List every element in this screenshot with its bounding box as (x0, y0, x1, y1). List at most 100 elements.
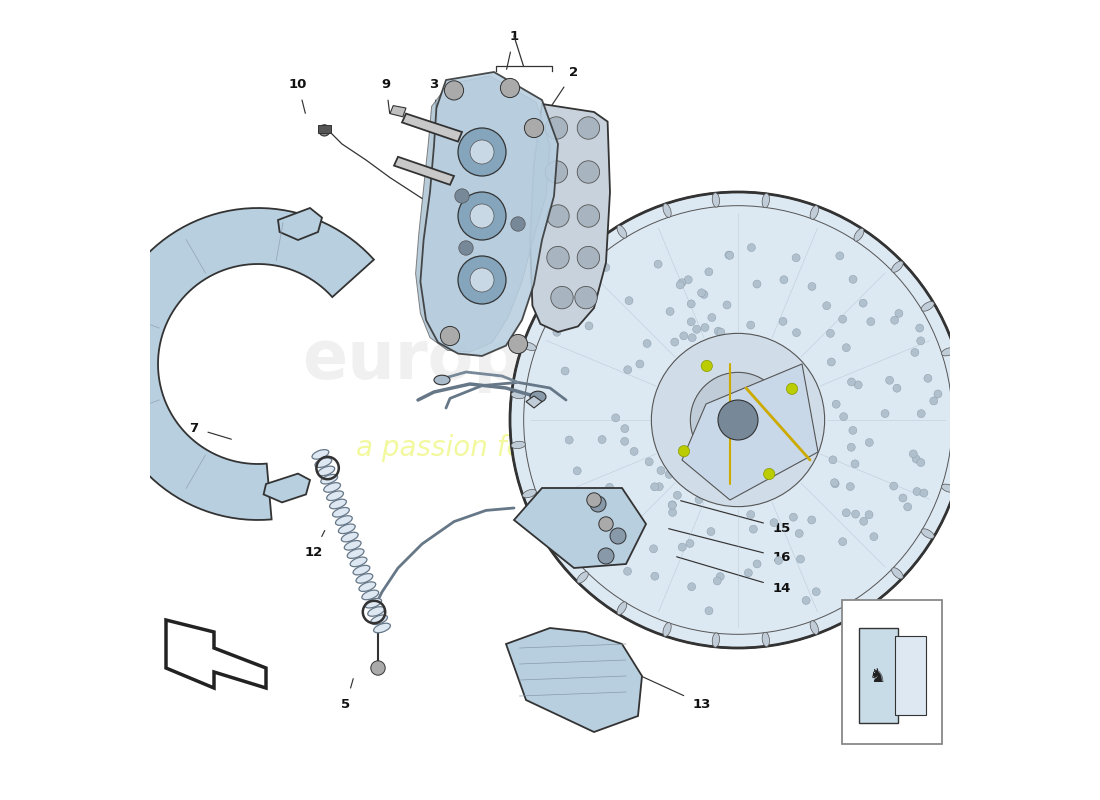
Circle shape (630, 447, 638, 455)
Ellipse shape (371, 615, 387, 625)
Ellipse shape (922, 529, 934, 538)
Text: 9: 9 (382, 78, 390, 114)
Circle shape (470, 140, 494, 164)
Text: 3: 3 (429, 78, 439, 122)
Circle shape (890, 482, 898, 490)
Ellipse shape (315, 458, 332, 467)
Ellipse shape (344, 541, 361, 550)
Ellipse shape (353, 566, 370, 575)
Polygon shape (102, 208, 374, 520)
Circle shape (458, 192, 506, 240)
Circle shape (688, 300, 695, 308)
Circle shape (371, 661, 385, 675)
Polygon shape (530, 104, 610, 332)
Circle shape (686, 539, 694, 547)
Ellipse shape (617, 602, 627, 614)
Circle shape (669, 501, 676, 509)
Ellipse shape (762, 632, 770, 646)
Circle shape (849, 275, 857, 283)
Ellipse shape (312, 450, 329, 459)
Circle shape (881, 410, 889, 418)
Polygon shape (278, 208, 322, 240)
Circle shape (808, 282, 816, 290)
Circle shape (644, 339, 651, 347)
Ellipse shape (892, 568, 903, 579)
Circle shape (807, 516, 816, 524)
Circle shape (770, 518, 778, 526)
Circle shape (651, 572, 659, 580)
Circle shape (700, 290, 708, 298)
Circle shape (585, 322, 593, 330)
Circle shape (578, 117, 600, 139)
Circle shape (578, 205, 600, 227)
Polygon shape (166, 620, 266, 688)
Circle shape (525, 118, 543, 138)
Ellipse shape (663, 204, 671, 218)
Circle shape (780, 276, 788, 284)
Circle shape (697, 289, 705, 297)
Ellipse shape (712, 193, 719, 207)
Circle shape (705, 607, 713, 615)
Circle shape (792, 254, 800, 262)
Circle shape (610, 528, 626, 544)
Circle shape (319, 125, 330, 136)
Circle shape (624, 366, 631, 374)
Circle shape (838, 538, 847, 546)
Circle shape (917, 458, 925, 466)
Circle shape (510, 217, 525, 231)
Circle shape (440, 326, 460, 346)
Ellipse shape (339, 524, 355, 534)
Text: 17: 17 (906, 642, 927, 682)
Circle shape (747, 243, 756, 251)
Circle shape (678, 278, 686, 286)
Circle shape (839, 413, 848, 421)
Circle shape (680, 332, 688, 340)
Circle shape (913, 487, 921, 495)
Ellipse shape (712, 633, 719, 647)
Circle shape (930, 397, 938, 405)
Ellipse shape (810, 621, 818, 634)
Circle shape (458, 128, 506, 176)
Circle shape (713, 577, 722, 585)
Polygon shape (514, 488, 646, 568)
Circle shape (607, 558, 615, 566)
Circle shape (598, 517, 613, 531)
Circle shape (802, 597, 810, 605)
Polygon shape (526, 396, 542, 408)
Circle shape (624, 567, 631, 575)
Circle shape (667, 307, 674, 315)
Polygon shape (682, 364, 818, 500)
Circle shape (865, 510, 873, 518)
Circle shape (649, 545, 658, 553)
Circle shape (688, 318, 695, 326)
Text: 2: 2 (551, 66, 579, 106)
Ellipse shape (336, 516, 352, 526)
Circle shape (836, 252, 844, 260)
Circle shape (716, 573, 724, 581)
Ellipse shape (892, 261, 903, 272)
Ellipse shape (663, 622, 671, 636)
Circle shape (723, 301, 732, 309)
Circle shape (827, 358, 835, 366)
Text: 15: 15 (681, 501, 791, 534)
FancyBboxPatch shape (859, 628, 898, 723)
Circle shape (500, 78, 519, 98)
Circle shape (917, 410, 925, 418)
Ellipse shape (544, 297, 558, 306)
Ellipse shape (330, 499, 346, 509)
Circle shape (911, 349, 918, 357)
Circle shape (575, 286, 597, 309)
Circle shape (774, 557, 782, 565)
Circle shape (747, 510, 755, 518)
Circle shape (812, 588, 821, 596)
FancyBboxPatch shape (842, 600, 942, 744)
Circle shape (454, 189, 470, 203)
Circle shape (671, 338, 679, 346)
Ellipse shape (323, 482, 341, 492)
Circle shape (656, 482, 663, 490)
Circle shape (851, 460, 859, 468)
Circle shape (847, 443, 856, 451)
Ellipse shape (356, 574, 373, 583)
Circle shape (910, 450, 917, 458)
Circle shape (754, 560, 761, 568)
